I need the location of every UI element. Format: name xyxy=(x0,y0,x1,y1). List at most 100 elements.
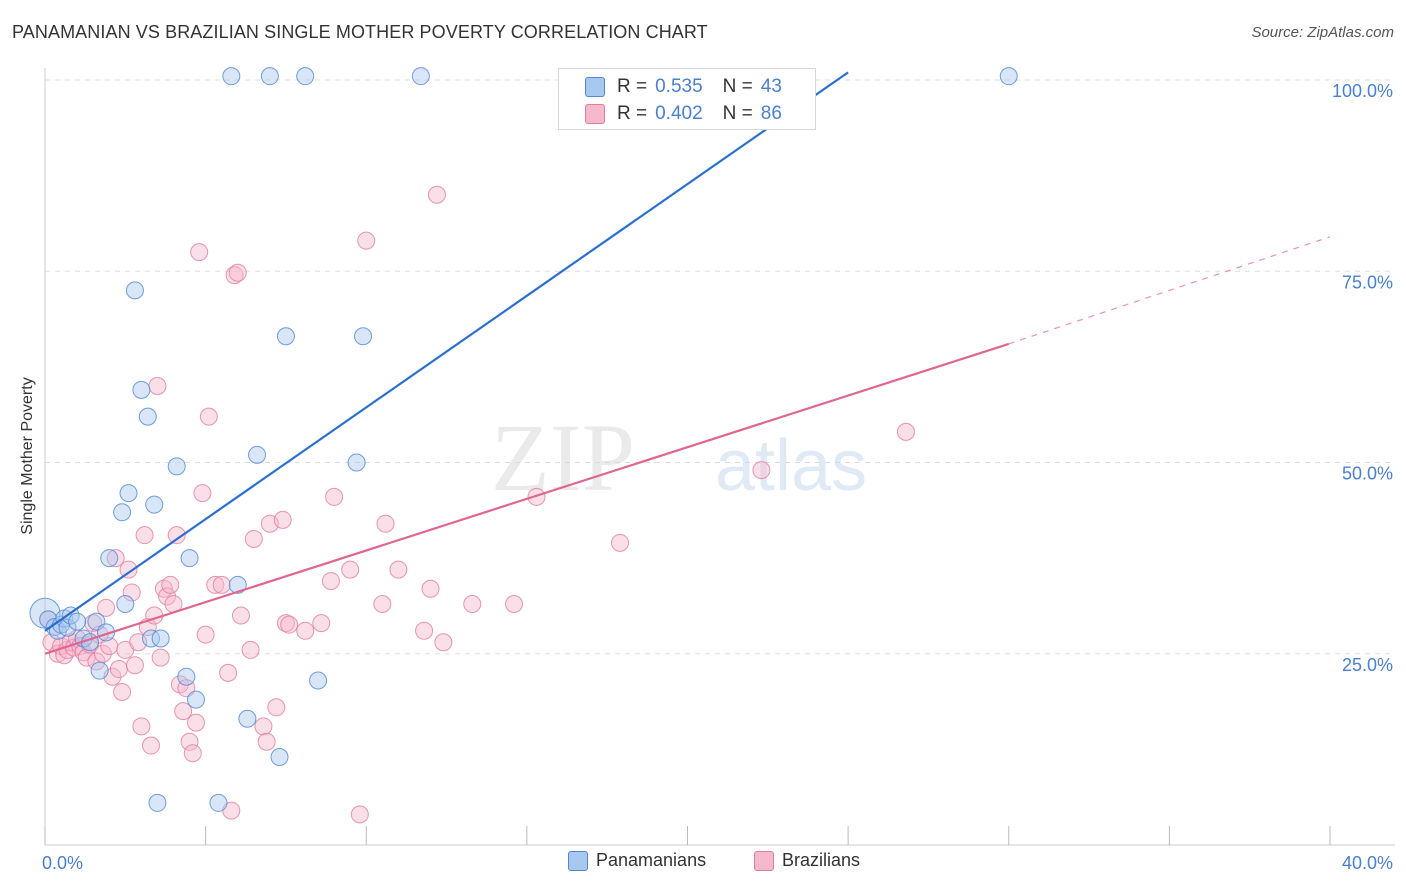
brazilians-point xyxy=(206,575,225,594)
brazilians-point xyxy=(373,595,392,614)
brazilians-point xyxy=(151,648,170,667)
legend-n-label: N = xyxy=(722,103,753,124)
brazilians-point xyxy=(161,575,180,594)
brazilians-point xyxy=(376,514,395,533)
legend-label-brazilians: Brazilians xyxy=(782,850,861,870)
brazilians-point xyxy=(254,717,273,736)
legend-label-panamanians: Panamanians xyxy=(596,850,707,870)
legend-top-row-panamanians: R = 0.535 N = 43 xyxy=(585,76,782,98)
brazilians-point xyxy=(273,510,292,529)
brazilians-point xyxy=(193,484,212,503)
legend-swatch-pink xyxy=(754,850,774,871)
brazilians-point xyxy=(135,526,154,545)
panamanians-point xyxy=(260,67,279,86)
panamanians-point xyxy=(270,748,289,767)
panamanians-point xyxy=(167,457,186,476)
brazilians-point xyxy=(113,683,132,701)
brazilians-point xyxy=(167,526,186,545)
panamanians-point xyxy=(347,453,366,472)
legend-swatch-blue xyxy=(585,77,605,97)
brazilians-point xyxy=(241,640,260,659)
panamanians-point xyxy=(276,327,295,346)
axis-layer xyxy=(44,68,1395,846)
legend-r-label: R = xyxy=(617,76,648,97)
y-tick-label: 25.0% xyxy=(1342,655,1393,675)
panamanians-point xyxy=(248,445,267,464)
brazilians-point xyxy=(267,698,286,717)
brazilians-point xyxy=(527,487,546,506)
brazilians-point xyxy=(84,614,103,633)
legend-item-panamanians: Panamanians xyxy=(568,850,706,871)
y-axis-label: Single Mother Poverty xyxy=(19,377,36,535)
brazilians-trend-extension xyxy=(1008,236,1331,345)
brazilians-point xyxy=(463,595,482,614)
brazilians-point xyxy=(321,572,340,591)
legend-swatch-pink xyxy=(585,104,605,124)
legend-n-value: 43 xyxy=(760,76,782,97)
brazilians-point xyxy=(190,243,209,262)
panamanians-point xyxy=(296,67,315,86)
brazilians-point xyxy=(219,663,238,682)
brazilians-point xyxy=(225,266,244,285)
brazilians-point xyxy=(276,614,295,633)
chart-source: Source: ZipAtlas.com xyxy=(1251,24,1394,41)
panamanians-point xyxy=(222,67,241,86)
brazilians-point xyxy=(125,656,144,675)
panamanians-trend-line xyxy=(44,71,849,632)
panamanians-point xyxy=(29,597,61,629)
panamanians-point xyxy=(125,281,144,300)
panamanians-point xyxy=(186,690,205,709)
brazilians-point xyxy=(752,461,771,480)
panamanians-point xyxy=(90,661,109,680)
panamanians-point xyxy=(132,380,151,399)
watermark-zip: ZIP xyxy=(491,404,635,511)
legend-bottom: Panamanians Brazilians xyxy=(0,850,1406,878)
panamanians-point xyxy=(100,549,119,568)
watermark: ZIP atlas xyxy=(491,404,867,511)
brazilians-point xyxy=(180,732,199,751)
brazilians-point xyxy=(109,660,128,679)
panamanians-point xyxy=(145,495,164,514)
legend-r-value: 0.535 xyxy=(655,76,703,97)
brazilians-point xyxy=(350,805,369,824)
legend-item-brazilians: Brazilians xyxy=(754,850,860,871)
panamanians-point xyxy=(116,595,135,614)
brazilians-point xyxy=(244,530,263,548)
brazilians-point xyxy=(341,560,360,579)
brazilians-point xyxy=(389,560,408,579)
brazilians-point xyxy=(296,621,315,640)
brazilians-point xyxy=(231,606,250,625)
panamanians-point xyxy=(142,629,161,648)
tick-labels: 25.0% 50.0% 75.0% 100.0% 0.0% 40.0% xyxy=(42,81,1393,873)
brazilians-point xyxy=(174,702,193,721)
y-tick-label: 100.0% xyxy=(1332,81,1393,101)
panamanians-point xyxy=(119,484,138,503)
legend-r-label: R = xyxy=(617,103,648,124)
brazilians-point xyxy=(434,633,453,652)
legend-top: R = 0.535 N = 43 R = 0.402 N = 86 xyxy=(558,68,816,130)
panamanians-point xyxy=(411,67,430,86)
x-tick-label-min: 0.0% xyxy=(42,853,83,873)
brazilians-point xyxy=(228,263,247,282)
brazilians-point xyxy=(196,625,215,644)
brazilians-point xyxy=(106,549,125,568)
grid-layer xyxy=(45,79,1395,655)
brazilians-point xyxy=(896,422,915,441)
legend-n-label: N = xyxy=(722,76,753,97)
legend-swatch-blue xyxy=(568,850,588,871)
panamanians-point xyxy=(138,407,157,426)
panamanians-point xyxy=(151,629,170,648)
brazilians-point xyxy=(142,736,161,755)
brazilians-point xyxy=(421,579,440,598)
brazilians-point xyxy=(158,587,177,606)
legend-top-row-brazilians: R = 0.402 N = 86 xyxy=(585,103,782,125)
brazilians-point xyxy=(148,377,167,395)
panamanians-point xyxy=(209,793,228,812)
y-tick-label: 50.0% xyxy=(1342,464,1393,484)
brazilians-point xyxy=(257,732,276,751)
brazilians-point xyxy=(415,621,434,640)
panamanians-point xyxy=(309,671,328,690)
trend-lines xyxy=(44,71,1331,655)
brazilians-point xyxy=(186,713,205,732)
